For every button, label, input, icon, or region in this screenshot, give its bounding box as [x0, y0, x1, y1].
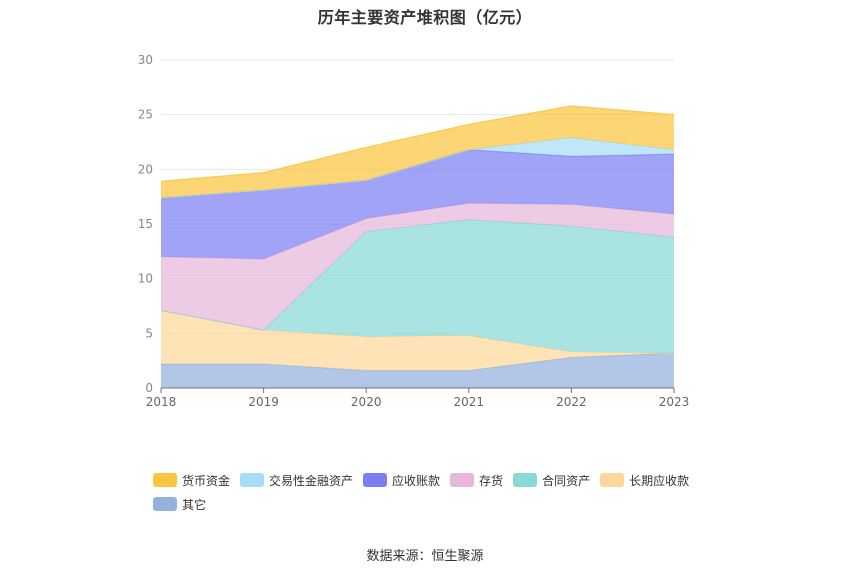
legend-swatch [513, 473, 538, 487]
y-tick-label: 0 [145, 381, 153, 395]
legend-swatch [153, 497, 177, 511]
y-tick-label: 5 [145, 326, 153, 340]
area-series-5 [161, 310, 674, 371]
legend: 货币资金 交易性金融资产 应收账款 存货 合同资产 长期应收款其它 [153, 472, 733, 512]
legend-label: 应收账款 [392, 473, 441, 488]
y-tick-label: 10 [138, 272, 153, 286]
legend-label: 货币资金 [182, 473, 231, 488]
legend-label: 合同资产 [542, 473, 591, 488]
legend-item[interactable]: 应收账款 [363, 472, 440, 488]
legend-item[interactable]: 长期应收款 [600, 472, 689, 488]
x-tick-label: 2021 [454, 395, 485, 409]
stacked-area-chart: 0 5 10 15 20 25 30 2018 2019 2020 2021 2022 2023 [138, 53, 690, 409]
legend-item[interactable]: 交易性金融资产 [240, 472, 353, 488]
legend-item[interactable]: 其它 [153, 496, 206, 512]
legend-item[interactable]: 存货 [450, 472, 503, 488]
legend-label: 其它 [182, 497, 207, 512]
x-tick-label: 2019 [248, 395, 279, 409]
source-note: 数据来源：恒生聚源 [366, 549, 484, 564]
legend-swatch [153, 473, 177, 487]
x-tick-label: 2023 [659, 395, 690, 409]
legend-swatch [240, 473, 265, 487]
area-edge-1 [160, 137, 675, 199]
area-series-0 [161, 105, 674, 198]
area-series-2 [161, 149, 674, 259]
area-series-4 [161, 219, 674, 354]
axis-layer: 0 5 10 15 20 25 30 2018 2019 2020 2021 2022 2023 [138, 53, 690, 409]
legend-swatch [363, 473, 388, 487]
legend-item[interactable]: 合同资产 [513, 472, 590, 488]
legend-swatch [450, 473, 475, 487]
chart-title: 历年主要资产堆积图（亿元） [317, 8, 533, 27]
legend-swatch [600, 473, 625, 487]
legend-label: 交易性金融资产 [269, 473, 354, 488]
y-tick-label: 15 [138, 217, 153, 231]
y-tick-label: 20 [138, 162, 153, 176]
x-tick-label: 2022 [556, 395, 587, 409]
x-tick-label: 2020 [351, 395, 382, 409]
area-series-3 [161, 203, 674, 331]
legend-label: 存货 [479, 473, 504, 488]
y-tick-label: 25 [138, 108, 153, 122]
legend-label: 长期应收款 [629, 473, 690, 488]
area-edge-6 [161, 352, 675, 372]
area-layer [160, 105, 675, 388]
area-edge-0 [160, 105, 675, 182]
y-tick-label: 30 [138, 53, 153, 67]
area-series-1 [161, 137, 674, 198]
legend-item[interactable]: 货币资金 [153, 472, 230, 488]
x-tick-label: 2018 [146, 395, 177, 409]
